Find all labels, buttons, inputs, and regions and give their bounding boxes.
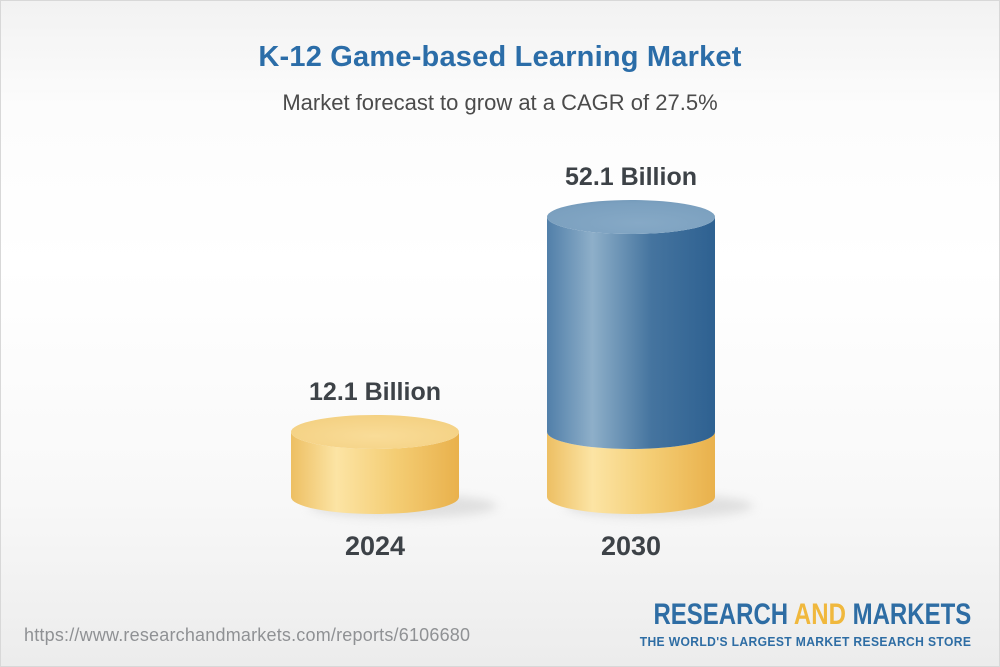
year-label-2024: 2024 xyxy=(344,531,406,561)
report-url: https://www.researchandmarkets.com/repor… xyxy=(24,625,471,645)
logo-tagline: THE WORLD'S LARGEST MARKET RESEARCH STOR… xyxy=(639,634,971,649)
value-label-2024: 12.1 Billion xyxy=(309,377,441,406)
page-title: K-12 Game-based Learning Market xyxy=(258,41,742,73)
logo-word-research: RESEARCH xyxy=(653,598,788,631)
cylinder-group xyxy=(291,200,753,518)
logo-word-and: AND xyxy=(793,598,846,631)
year-label-2030: 2030 xyxy=(600,531,662,561)
header: K-12 Game-based Learning Market Market f… xyxy=(1,41,999,116)
value-label-2030: 52.1 Billion xyxy=(565,163,697,191)
logo-word-markets: MARKETS xyxy=(852,598,971,631)
page-subtitle: Market forecast to grow at a CAGR of 27.… xyxy=(282,90,718,115)
research-and-markets-logo: RESEARCH AND MARKETS THE WORLD'S LARGEST… xyxy=(574,598,971,649)
logo-wordmark: RESEARCH AND MARKETS xyxy=(653,598,971,632)
